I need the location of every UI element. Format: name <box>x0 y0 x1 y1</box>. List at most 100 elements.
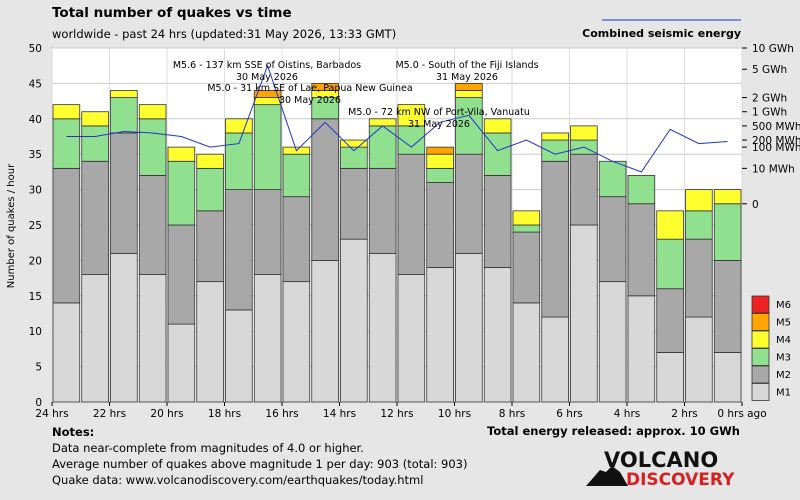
bars <box>52 83 742 403</box>
notes-line-1: Data near-complete from magnitudes of 4.… <box>52 441 364 455</box>
bar-segment-m2 <box>311 118 339 261</box>
annotation-date: 30 May 2026 <box>279 95 341 106</box>
bar-segment-m1 <box>685 316 713 403</box>
bar-segment-m2 <box>52 167 81 304</box>
energy-tick-label: 200 MWh <box>752 135 800 147</box>
legend-swatch-m5 <box>751 313 770 331</box>
logo-line-1: VOLCANO <box>604 448 718 472</box>
legend-swatch-m3 <box>751 348 770 366</box>
bar-segment-m4 <box>541 132 569 141</box>
bar-segment-m1 <box>340 238 368 403</box>
x-tick-label: 6 hrs <box>556 408 582 420</box>
bar-segment-m4 <box>512 210 541 226</box>
legend-label-m3: M3 <box>776 353 791 364</box>
y-tick-label: 40 <box>29 114 42 126</box>
legend-swatch-m1 <box>751 383 770 401</box>
x-tick-label: 24 hrs <box>35 408 68 420</box>
bar-segment-m4 <box>455 90 483 98</box>
bar-segment-m2 <box>167 224 196 325</box>
bar-segment-m2 <box>541 160 569 318</box>
bar-segment-m3 <box>225 132 253 191</box>
x-tick-label: 12 hrs <box>380 408 413 420</box>
bar-segment-m3 <box>81 125 109 162</box>
bar-segment-m2 <box>713 259 742 353</box>
bar-segment-m1 <box>311 259 339 403</box>
bar-segment-m4 <box>685 189 713 212</box>
bar-segment-m3 <box>282 153 311 198</box>
annotation-text: M5.6 - 137 km SSE of Oistins, Barbados <box>173 60 361 71</box>
bar-segment-m1 <box>52 302 81 403</box>
annotation-text: M5.0 - South of the Fiji Islands <box>395 60 538 71</box>
bar-segment-m5 <box>311 83 339 91</box>
bar-segment-m4 <box>225 118 253 134</box>
bar-segment-m2 <box>455 153 483 254</box>
notes-line-3: Quake data: www.volcanodiscovery.com/ear… <box>52 473 424 487</box>
legend-label-m6: M6 <box>776 300 791 311</box>
chart-title: Total number of quakes vs time <box>52 5 292 21</box>
y-axis-label: Number of quakes / hour <box>6 163 17 288</box>
energy-tick-label: 500 MWh <box>752 121 800 133</box>
bar-segment-m1 <box>541 316 569 403</box>
bar-segment-m1 <box>110 252 138 403</box>
logo-line-2: DISCOVERY <box>626 470 735 488</box>
x-tick-label: 2 hrs <box>671 408 697 420</box>
x-tick-label: 14 hrs <box>323 408 356 420</box>
axes: 0 5 10 15 20 25 30 35 40 45 50 24 hrs 22 hrs 20 hrs 18… <box>29 43 800 420</box>
bar-segment-m4 <box>81 111 109 127</box>
bar-segment-m2 <box>110 132 138 254</box>
bar-segment-m2 <box>397 153 426 275</box>
bar-segment-m3 <box>167 160 196 226</box>
bar-segment-m4 <box>656 210 684 240</box>
bar-segment-m2 <box>426 182 454 268</box>
y-tick-label: 35 <box>29 149 42 161</box>
bar-segment-m4 <box>253 97 282 106</box>
bar-segment-m2 <box>225 189 253 311</box>
bar-segment-m2 <box>598 196 627 283</box>
bar-segment-m1 <box>570 224 598 403</box>
bar-segment-m2 <box>483 175 512 268</box>
bar-segment-m2 <box>282 196 311 283</box>
annotation-text: M5.0 - 72 km NW of Port-Vila, Vanuatu <box>348 107 530 118</box>
bar-segment-m4 <box>167 146 196 162</box>
bar-segment-m2 <box>570 153 598 226</box>
notes-line-2: Average number of quakes above magnitude… <box>52 457 468 471</box>
bar-segment-m2 <box>512 231 541 304</box>
bar-segment-m4 <box>52 104 81 120</box>
bar-segment-m2 <box>81 160 109 275</box>
bar-segment-m4 <box>368 118 397 127</box>
x-tick-label: 16 hrs <box>265 408 298 420</box>
bar-segment-m2 <box>340 167 368 240</box>
legend-swatch-m6 <box>751 295 770 314</box>
legend-label-m2: M2 <box>776 370 791 381</box>
bar-segment-m1 <box>253 274 282 403</box>
y-tick-label: 30 <box>29 185 42 197</box>
bar-segment-m2 <box>685 238 713 318</box>
bar-segment-m2 <box>656 288 684 353</box>
bar-segment-m4 <box>483 118 512 134</box>
x-tick-label: 22 hrs <box>93 408 126 420</box>
energy-total: Total energy released: approx. 10 GWh <box>487 424 740 438</box>
bar-segment-m3 <box>713 203 742 261</box>
bar-segment-m1 <box>81 274 109 403</box>
x-tick-label: 4 hrs <box>614 408 640 420</box>
bar-segment-m4 <box>138 104 167 120</box>
bar-segment-m2 <box>368 167 397 254</box>
bar-segment-m1 <box>138 274 167 403</box>
bar-segment-m4 <box>196 153 224 169</box>
bar-segment-m3 <box>426 167 454 183</box>
bar-segment-m3 <box>512 224 541 233</box>
annotation-date: 30 May 2026 <box>236 72 298 83</box>
bar-segment-m3 <box>627 175 656 205</box>
bar-segment-m3 <box>52 118 81 169</box>
legend-label-m5: M5 <box>776 318 791 329</box>
bar-segment-m1 <box>167 323 196 403</box>
bar-segment-m2 <box>253 189 282 275</box>
magnitude-legend: M6 M5 M4 M3 M2 M1 <box>751 295 791 401</box>
legend-swatch-m4 <box>751 330 770 349</box>
x-tick-label: 8 hrs <box>499 408 525 420</box>
annotation-date: 31 May 2026 <box>408 119 470 130</box>
energy-line <box>66 64 728 173</box>
bar-segment-m4 <box>110 90 138 98</box>
energy-tick-label: 10 GWh <box>752 43 794 55</box>
volcano-discovery-logo: VOLCANO DISCOVERY <box>586 448 735 488</box>
